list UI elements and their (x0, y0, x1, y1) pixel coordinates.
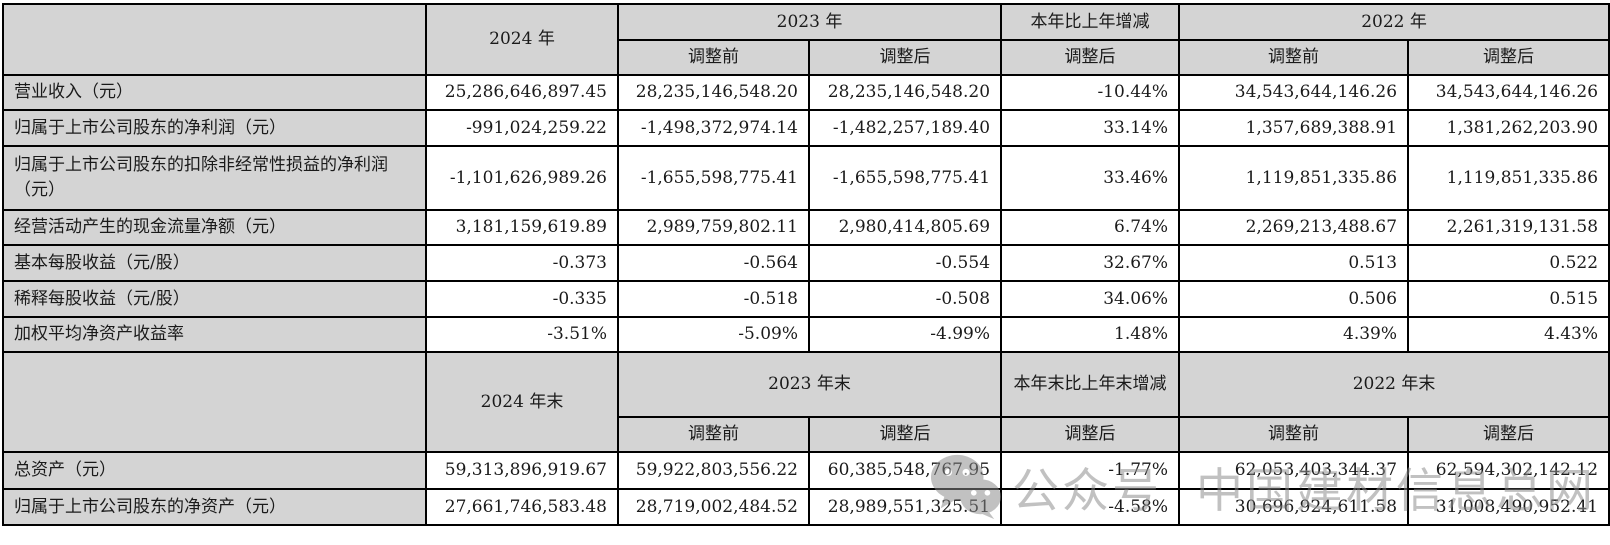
value-cell: -5.09% (617, 316, 810, 353)
row-label: 归属于上市公司股东的净资产（元） (2, 488, 427, 526)
value-cell: 28,719,002,484.52 (617, 488, 810, 526)
financial-summary-table: 2024 年 2023 年 本年比上年增减 2022 年 调整前 调整后 调整后… (2, 3, 1610, 526)
value-cell: -0.554 (807, 244, 1003, 282)
value-cell: 28,235,146,548.20 (617, 74, 810, 111)
table-row-net-assets: 归属于上市公司股东的净资产（元） 27,661,746,583.48 28,71… (2, 488, 1610, 526)
value-cell: -0.373 (425, 244, 619, 282)
value-cell: 33.14% (1000, 109, 1181, 147)
value-cell: 4.39% (1178, 316, 1410, 353)
value-cell: 2,261,319,131.58 (1407, 209, 1610, 246)
value-cell: 60,385,548,767.95 (807, 451, 1003, 490)
table-row-diluted-eps: 稀释每股收益（元/股） -0.335 -0.518 -0.508 34.06% … (2, 280, 1610, 318)
value-cell: 59,922,803,556.22 (617, 451, 810, 490)
row-label: 经营活动产生的现金流量净额（元） (2, 209, 427, 246)
value-cell: -0.564 (617, 244, 810, 282)
header-row-adjust-2: 调整前 调整后 调整后 调整前 调整后 (3, 416, 1610, 453)
row-label: 基本每股收益（元/股） (2, 244, 427, 282)
value-cell: 28,235,146,548.20 (807, 74, 1003, 111)
value-cell: 6.74% (1000, 209, 1181, 246)
header-row-adjust-1: 调整前 调整后 调整后 调整前 调整后 (3, 39, 1610, 76)
value-cell: 62,053,403,344.37 (1178, 451, 1410, 490)
value-cell: 4.43% (1407, 316, 1610, 353)
value-cell: 1,357,689,388.91 (1178, 109, 1410, 147)
value-cell: 28,989,551,325.51 (807, 488, 1003, 526)
col-header-2022: 2022 年 (1178, 3, 1610, 41)
value-cell: -1,482,257,189.40 (807, 109, 1003, 147)
col-header-2022-end: 2022 年末 (1178, 351, 1610, 418)
value-cell: 2,989,759,802.11 (617, 209, 810, 246)
value-cell: 31,008,490,952.41 (1407, 488, 1610, 526)
row-label: 稀释每股收益（元/股） (2, 280, 427, 318)
value-cell: -3.51% (425, 316, 619, 353)
value-cell: 0.515 (1407, 280, 1610, 318)
table-row-revenue: 营业收入（元） 25,286,646,897.45 28,235,146,548… (2, 74, 1610, 111)
subheader-2022end-after: 调整后 (1407, 416, 1610, 453)
subheader-2022end-before: 调整前 (1178, 416, 1410, 453)
value-cell: 0.513 (1178, 244, 1410, 282)
col-header-2023-end: 2023 年末 (616, 351, 1003, 418)
value-cell: 30,696,924,611.58 (1178, 488, 1410, 526)
value-cell: -4.58% (1000, 488, 1181, 526)
value-cell: 1,381,262,203.90 (1407, 109, 1610, 147)
value-cell: -1,101,626,989.26 (425, 145, 619, 211)
value-cell: -4.99% (807, 316, 1003, 353)
table-row-basic-eps: 基本每股收益（元/股） -0.373 -0.564 -0.554 32.67% … (2, 244, 1610, 282)
row-label: 归属于上市公司股东的净利润（元） (2, 109, 427, 147)
value-cell: -0.508 (807, 280, 1003, 318)
value-cell: 34,543,644,146.26 (1407, 74, 1610, 111)
value-cell: 27,661,746,583.48 (425, 488, 619, 526)
col-header-change: 本年比上年增减 (1000, 3, 1181, 41)
corner-cell-2 (2, 351, 427, 453)
value-cell: -0.335 (425, 280, 619, 318)
value-cell: -1,655,598,775.41 (617, 145, 810, 211)
value-cell: 34,543,644,146.26 (1178, 74, 1410, 111)
value-cell: 33.46% (1000, 145, 1181, 211)
header-row-years-1: 2024 年 2023 年 本年比上年增减 2022 年 (2, 3, 1610, 76)
col-header-2023: 2023 年 (616, 3, 1003, 41)
col-header-2024: 2024 年 (425, 3, 619, 76)
value-cell: 62,594,302,142.12 (1407, 451, 1610, 490)
value-cell: -1,655,598,775.41 (807, 145, 1003, 211)
subheader-changeend-after: 调整后 (1000, 416, 1181, 453)
table-row-net-profit: 归属于上市公司股东的净利润（元） -991,024,259.22 -1,498,… (2, 109, 1610, 147)
value-cell: 1,119,851,335.86 (1178, 145, 1410, 211)
subheader-2023-after: 调整后 (807, 39, 1003, 76)
value-cell: 3,181,159,619.89 (425, 209, 619, 246)
value-cell: 59,313,896,919.67 (425, 451, 619, 490)
col-header-2024-end: 2024 年末 (425, 351, 619, 453)
value-cell: -0.518 (617, 280, 810, 318)
subheader-2022-after: 调整后 (1407, 39, 1610, 76)
row-label: 归属于上市公司股东的扣除非经常性损益的净利润（元） (2, 145, 427, 211)
subheader-2023end-after: 调整后 (807, 416, 1003, 453)
value-cell: -1.77% (1000, 451, 1181, 490)
value-cell: 2,980,414,805.69 (807, 209, 1003, 246)
value-cell: 1,119,851,335.86 (1407, 145, 1610, 211)
corner-cell-1 (2, 3, 427, 76)
value-cell: -1,498,372,974.14 (617, 109, 810, 147)
value-cell: 25,286,646,897.45 (425, 74, 619, 111)
header-row-years-2: 2024 年末 2023 年末 本年末比上年末增减 2022 年末 (2, 351, 1610, 453)
value-cell: -991,024,259.22 (425, 109, 619, 147)
value-cell: 0.522 (1407, 244, 1610, 282)
value-cell: 1.48% (1000, 316, 1181, 353)
subheader-2023end-before: 调整前 (617, 416, 810, 453)
table-row-net-profit-excl-nonrecurring: 归属于上市公司股东的扣除非经常性损益的净利润（元） -1,101,626,989… (2, 145, 1610, 211)
table-row-operating-cash-flow: 经营活动产生的现金流量净额（元） 3,181,159,619.89 2,989,… (2, 209, 1610, 246)
subheader-2022-before: 调整前 (1178, 39, 1410, 76)
col-header-change-end: 本年末比上年末增减 (1000, 351, 1181, 418)
value-cell: 32.67% (1000, 244, 1181, 282)
table-row-weighted-avg-roe: 加权平均净资产收益率 -3.51% -5.09% -4.99% 1.48% 4.… (2, 316, 1610, 353)
value-cell: -10.44% (1000, 74, 1181, 111)
value-cell: 34.06% (1000, 280, 1181, 318)
subheader-2023-before: 调整前 (617, 39, 810, 76)
row-label: 总资产（元） (2, 451, 427, 490)
value-cell: 0.506 (1178, 280, 1410, 318)
table-row-total-assets: 总资产（元） 59,313,896,919.67 59,922,803,556.… (2, 451, 1610, 490)
row-label: 加权平均净资产收益率 (2, 316, 427, 353)
row-label: 营业收入（元） (2, 74, 427, 111)
subheader-change-after: 调整后 (1000, 39, 1181, 76)
value-cell: 2,269,213,488.67 (1178, 209, 1410, 246)
